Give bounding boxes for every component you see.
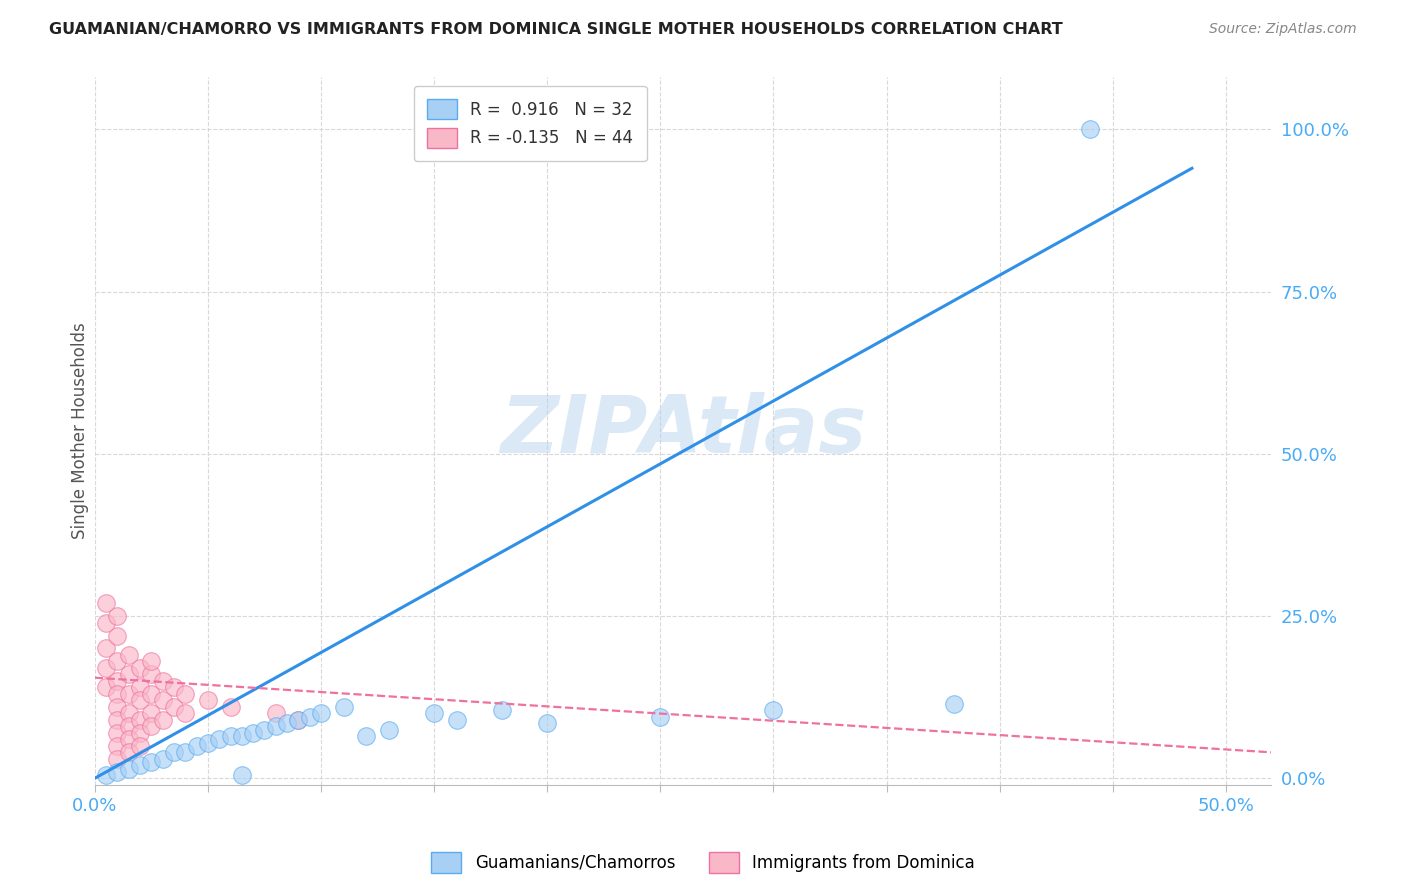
Point: [650, 709, 672, 723]
Point: [287, 713, 309, 727]
Point: [174, 706, 197, 721]
Point: [107, 699, 129, 714]
Point: [107, 687, 129, 701]
Point: [129, 661, 152, 675]
Point: [423, 706, 446, 721]
Point: [264, 706, 287, 721]
Point: [446, 713, 468, 727]
Point: [107, 609, 129, 624]
Point: [129, 739, 152, 753]
Text: ZIPAtlas: ZIPAtlas: [499, 392, 866, 470]
Point: [298, 709, 321, 723]
Point: [536, 716, 558, 731]
Point: [118, 667, 141, 681]
Point: [163, 681, 186, 695]
Point: [762, 703, 785, 717]
Point: [163, 745, 186, 759]
Point: [152, 693, 174, 707]
Point: [107, 726, 129, 740]
Y-axis label: Single Mother Households: Single Mother Households: [72, 323, 89, 540]
Point: [129, 693, 152, 707]
Point: [163, 699, 186, 714]
Point: [141, 687, 163, 701]
Point: [107, 752, 129, 766]
Point: [94, 768, 117, 782]
Point: [309, 706, 332, 721]
Point: [94, 596, 117, 610]
Point: [242, 726, 264, 740]
Point: [231, 768, 253, 782]
Point: [118, 745, 141, 759]
Point: [118, 706, 141, 721]
Point: [141, 719, 163, 733]
Point: [107, 713, 129, 727]
Point: [219, 729, 242, 743]
Point: [174, 687, 197, 701]
Point: [107, 628, 129, 642]
Point: [118, 648, 141, 662]
Point: [378, 723, 401, 737]
Point: [107, 673, 129, 688]
Point: [94, 615, 117, 630]
Point: [287, 713, 309, 727]
Point: [231, 729, 253, 743]
Point: [152, 673, 174, 688]
Point: [332, 699, 354, 714]
Point: [141, 667, 163, 681]
Point: [94, 641, 117, 656]
Point: [118, 762, 141, 776]
Point: [491, 703, 513, 717]
Point: [107, 764, 129, 779]
Point: [118, 719, 141, 733]
Point: [107, 739, 129, 753]
Point: [264, 719, 287, 733]
Point: [354, 729, 377, 743]
Point: [219, 699, 242, 714]
Point: [129, 726, 152, 740]
Legend: R =  0.916   N = 32, R = -0.135   N = 44: R = 0.916 N = 32, R = -0.135 N = 44: [413, 86, 647, 161]
Point: [197, 693, 219, 707]
Point: [141, 755, 163, 769]
Point: [118, 732, 141, 747]
Point: [152, 752, 174, 766]
Legend: Guamanians/Chamorros, Immigrants from Dominica: Guamanians/Chamorros, Immigrants from Do…: [425, 846, 981, 880]
Point: [197, 735, 219, 749]
Point: [94, 681, 117, 695]
Point: [107, 655, 129, 669]
Point: [129, 758, 152, 772]
Point: [276, 716, 298, 731]
Point: [152, 713, 174, 727]
Text: GUAMANIAN/CHAMORRO VS IMMIGRANTS FROM DOMINICA SINGLE MOTHER HOUSEHOLDS CORRELAT: GUAMANIAN/CHAMORRO VS IMMIGRANTS FROM DO…: [49, 22, 1063, 37]
Text: Source: ZipAtlas.com: Source: ZipAtlas.com: [1209, 22, 1357, 37]
Point: [1078, 122, 1101, 136]
Point: [208, 732, 231, 747]
Point: [129, 713, 152, 727]
Point: [141, 655, 163, 669]
Point: [174, 745, 197, 759]
Point: [186, 739, 208, 753]
Point: [118, 687, 141, 701]
Point: [129, 681, 152, 695]
Point: [141, 706, 163, 721]
Point: [253, 723, 276, 737]
Point: [94, 661, 117, 675]
Point: [943, 697, 966, 711]
